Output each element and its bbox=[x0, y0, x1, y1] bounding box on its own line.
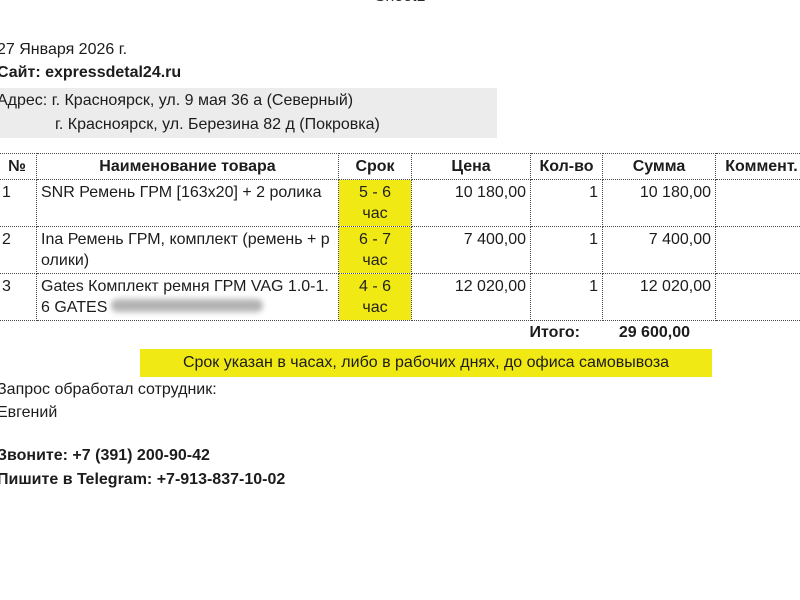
row3-sum: 12 020,00 bbox=[602, 273, 716, 321]
row1-comment bbox=[715, 179, 800, 227]
table-header-row: № Наименование товара Срок Цена Кол-во С… bbox=[0, 153, 800, 180]
total-label: Итого: bbox=[529, 324, 580, 341]
row2-sum: 7 400,00 bbox=[602, 226, 716, 274]
table-row: 1 SNR Ремень ГРМ [163x20] + 2 ролика 5 -… bbox=[0, 179, 800, 227]
row2-name: Ina Ремень ГРМ, комплект (ремень + ролик… bbox=[36, 226, 339, 274]
address-block: Адрес: г. Красноярск, ул. 9 мая 36 а (Се… bbox=[0, 88, 497, 138]
row3-term: 4 - 6 час bbox=[338, 273, 412, 321]
row1-sum: 10 180,00 bbox=[602, 179, 716, 227]
header-term: Срок bbox=[338, 153, 412, 180]
sheet-title: Sheet1 bbox=[0, 0, 800, 6]
header-price: Цена bbox=[411, 153, 531, 180]
row1-num: 1 bbox=[0, 179, 37, 227]
header-name: Наименование товара bbox=[36, 153, 339, 180]
address-line-2: г. Красноярск, ул. Березина 82 д (Покров… bbox=[55, 116, 380, 133]
table-row: 3 Gates Комплект ремня ГРМ VAG 1.0-1.6 G… bbox=[0, 273, 800, 321]
row2-qty: 1 bbox=[530, 226, 603, 274]
row3-term-unit: час bbox=[362, 299, 388, 316]
row3-num: 3 bbox=[0, 273, 37, 321]
row1-term-range: 5 - 6 bbox=[358, 184, 391, 201]
row2-comment bbox=[715, 226, 800, 274]
quote-date: 27 Января 2026 г. bbox=[0, 41, 128, 58]
employee-name: Евгений bbox=[0, 404, 58, 421]
address-line-1: Адрес: г. Красноярск, ул. 9 мая 36 а (Се… bbox=[0, 92, 354, 109]
row2-term-unit: час bbox=[362, 252, 388, 269]
total-value: 29 600,00 bbox=[618, 324, 690, 341]
items-table: № Наименование товара Срок Цена Кол-во С… bbox=[0, 153, 800, 321]
row3-price: 12 020,00 bbox=[411, 273, 531, 321]
processed-by-label: Запрос обработал сотрудник: bbox=[0, 381, 217, 398]
header-num: № bbox=[0, 153, 37, 180]
phone-line: Звоните: +7 (391) 200-90-42 bbox=[0, 447, 210, 464]
row1-term-unit: час bbox=[362, 205, 388, 222]
row1-name: SNR Ремень ГРМ [163x20] + 2 ролика bbox=[36, 179, 339, 227]
telegram-line: Пишите в Telegram: +7-913-837-10-02 bbox=[0, 471, 286, 488]
row1-term: 5 - 6 час bbox=[338, 179, 412, 227]
header-comment: Коммент. bbox=[715, 153, 800, 180]
row3-name: Gates Комплект ремня ГРМ VAG 1.0-1.6 GAT… bbox=[36, 273, 339, 321]
row1-price: 10 180,00 bbox=[411, 179, 531, 227]
header-qty: Кол-во bbox=[530, 153, 603, 180]
table-row: 2 Ina Ремень ГРМ, комплект (ремень + рол… bbox=[0, 226, 800, 274]
term-note-highlight: Срок указан в часах, либо в рабочих днях… bbox=[140, 349, 712, 377]
row3-comment bbox=[715, 273, 800, 321]
site-line: Сайт: expressdetal24.ru bbox=[0, 64, 182, 81]
row2-price: 7 400,00 bbox=[411, 226, 531, 274]
row2-term-range: 6 - 7 bbox=[358, 231, 391, 248]
row2-term: 6 - 7 час bbox=[338, 226, 412, 274]
row3-term-range: 4 - 6 bbox=[358, 278, 391, 295]
row3-qty: 1 bbox=[530, 273, 603, 321]
row1-qty: 1 bbox=[530, 179, 603, 227]
redacted-text-blur bbox=[111, 299, 264, 312]
header-sum: Сумма bbox=[602, 153, 716, 180]
row2-num: 2 bbox=[0, 226, 37, 274]
row3-name-text: Gates Комплект ремня ГРМ VAG 1.0-1.6 GAT… bbox=[41, 278, 329, 316]
